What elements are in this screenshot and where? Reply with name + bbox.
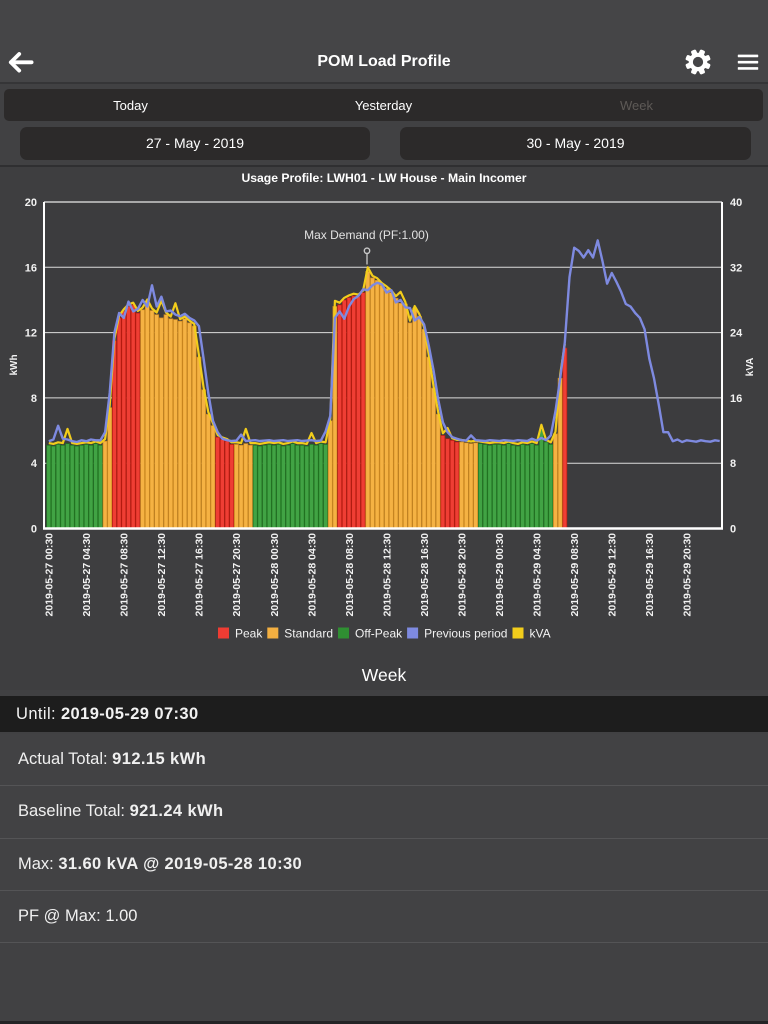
svg-text:2019-05-29 16:30: 2019-05-29 16:30 — [644, 533, 656, 617]
svg-text:8: 8 — [31, 393, 37, 405]
svg-text:2019-05-29 04:30: 2019-05-29 04:30 — [532, 533, 544, 617]
svg-text:4: 4 — [31, 458, 38, 470]
svg-text:2019-05-27 16:30: 2019-05-27 16:30 — [194, 533, 206, 617]
svg-text:2019-05-28 00:30: 2019-05-28 00:30 — [269, 533, 281, 617]
svg-text:2019-05-28 20:30: 2019-05-28 20:30 — [456, 533, 468, 617]
svg-text:kWh: kWh — [9, 354, 20, 375]
svg-text:Max Demand (PF:1.00): Max Demand (PF:1.00) — [304, 228, 429, 242]
svg-text:2019-05-29 08:30: 2019-05-29 08:30 — [569, 533, 581, 617]
svg-text:8: 8 — [730, 458, 736, 470]
svg-text:16: 16 — [25, 262, 37, 274]
svg-text:2019-05-28 08:30: 2019-05-28 08:30 — [344, 533, 356, 617]
svg-text:2019-05-27 12:30: 2019-05-27 12:30 — [156, 533, 168, 617]
svg-text:Previous period: Previous period — [424, 626, 507, 640]
svg-text:24: 24 — [730, 328, 743, 340]
svg-text:2019-05-28 16:30: 2019-05-28 16:30 — [419, 533, 431, 617]
svg-text:2019-05-29 12:30: 2019-05-29 12:30 — [607, 533, 619, 617]
svg-text:Peak: Peak — [235, 626, 263, 640]
svg-text:kVA: kVA — [530, 626, 551, 640]
svg-text:Usage Profile: LWH01 - LW Hous: Usage Profile: LWH01 - LW House - Main I… — [241, 171, 526, 185]
svg-text:20: 20 — [25, 197, 37, 209]
svg-text:2019-05-27 00:30: 2019-05-27 00:30 — [44, 533, 56, 617]
svg-text:32: 32 — [730, 262, 742, 274]
svg-text:16: 16 — [730, 393, 742, 405]
svg-text:Off-Peak: Off-Peak — [355, 626, 403, 640]
svg-text:2019-05-28 04:30: 2019-05-28 04:30 — [306, 533, 318, 617]
svg-text:12: 12 — [25, 328, 37, 340]
svg-text:2019-05-27 04:30: 2019-05-27 04:30 — [81, 533, 93, 617]
svg-text:2019-05-28 12:30: 2019-05-28 12:30 — [381, 533, 393, 617]
svg-text:40: 40 — [730, 197, 742, 209]
svg-text:0: 0 — [31, 524, 37, 536]
svg-text:2019-05-29 00:30: 2019-05-29 00:30 — [494, 533, 506, 617]
svg-text:2019-05-27 20:30: 2019-05-27 20:30 — [231, 533, 243, 617]
svg-text:Standard: Standard — [284, 626, 333, 640]
svg-text:2019-05-29 20:30: 2019-05-29 20:30 — [682, 533, 694, 617]
svg-text:2019-05-27 08:30: 2019-05-27 08:30 — [119, 533, 131, 617]
svg-text:kVA: kVA — [745, 358, 756, 377]
svg-text:0: 0 — [730, 524, 736, 536]
